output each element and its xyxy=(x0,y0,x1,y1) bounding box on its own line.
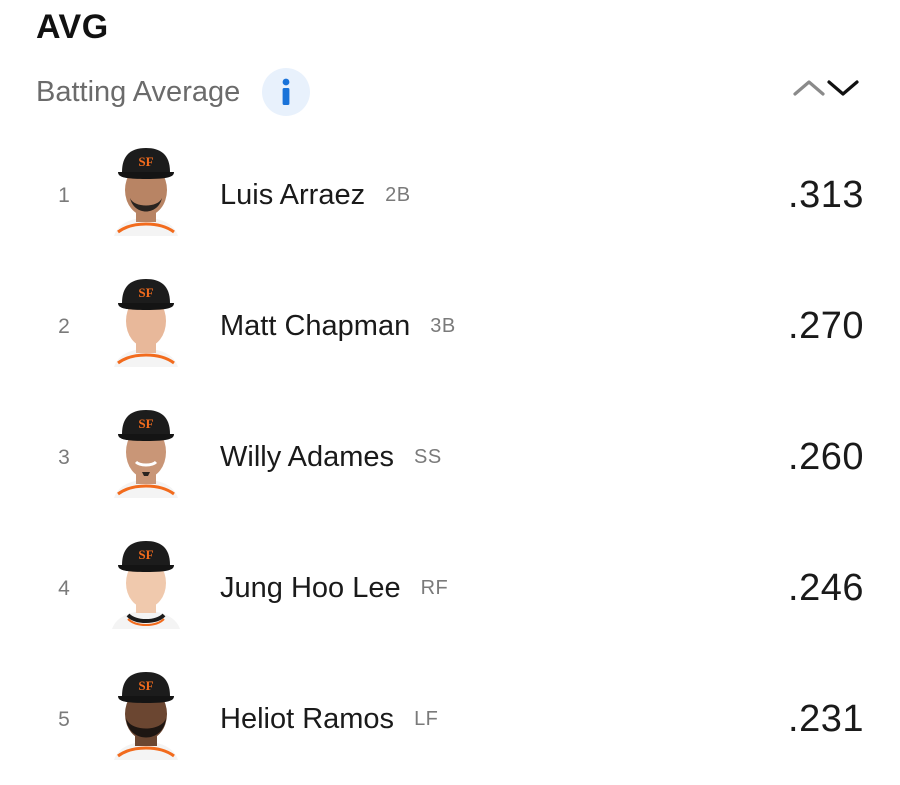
leaders-list: 1 SF Luis Arraez 2B .313 2 xyxy=(0,130,900,785)
player-info: Jung Hoo Lee RF xyxy=(220,523,448,654)
player-headshot[interactable]: SF xyxy=(108,406,184,498)
svg-text:SF: SF xyxy=(138,678,153,693)
player-position: 3B xyxy=(430,315,456,337)
player-position: LF xyxy=(414,708,439,730)
player-name[interactable]: Heliot Ramos xyxy=(220,703,395,735)
stat-value: .270 xyxy=(788,305,864,347)
player-info: Willy Adames SS xyxy=(220,392,442,523)
player-position: 2B xyxy=(385,184,411,206)
rank-number: 1 xyxy=(58,183,70,207)
player-name[interactable]: Willy Adames xyxy=(220,441,395,473)
player-info: Luis Arraez 2B xyxy=(220,130,411,261)
player-info: Matt Chapman 3B xyxy=(220,261,456,392)
player-headshot[interactable]: SF xyxy=(108,668,184,760)
leader-row[interactable]: 5 SF Heliot Ramos LF .231 xyxy=(0,654,900,785)
info-icon xyxy=(282,78,290,105)
player-name[interactable]: Luis Arraez xyxy=(220,179,366,211)
leader-row[interactable]: 1 SF Luis Arraez 2B .313 xyxy=(0,130,900,261)
stat-subtitle-row: Batting Average xyxy=(36,68,311,116)
stat-subtitle: Batting Average xyxy=(36,75,241,108)
player-headshot[interactable]: SF xyxy=(108,144,184,236)
player-position: SS xyxy=(414,446,442,468)
svg-text:SF: SF xyxy=(138,285,153,300)
player-position: RF xyxy=(420,577,449,599)
stat-value: .246 xyxy=(788,567,864,609)
rank-number: 3 xyxy=(58,445,70,469)
sort-toggle[interactable] xyxy=(792,72,868,108)
rank-number: 2 xyxy=(58,314,70,338)
chevron-up-icon[interactable] xyxy=(792,78,826,103)
player-headshot[interactable]: SF xyxy=(108,275,184,367)
svg-text:SF: SF xyxy=(138,547,153,562)
stat-title: AVG xyxy=(36,8,109,46)
leader-row[interactable]: 2 SF Matt Chapman 3B .270 xyxy=(0,261,900,392)
player-name[interactable]: Matt Chapman xyxy=(220,310,411,342)
rank-number: 5 xyxy=(58,707,70,731)
player-headshot[interactable]: SF xyxy=(108,537,184,629)
stat-value: .260 xyxy=(788,436,864,478)
chevron-down-icon[interactable] xyxy=(826,78,860,103)
info-button[interactable] xyxy=(262,68,311,116)
stat-value: .231 xyxy=(788,698,864,740)
leader-row[interactable]: 4 SF Jung Hoo Lee RF .246 xyxy=(0,523,900,654)
player-info: Heliot Ramos LF xyxy=(220,654,438,785)
rank-number: 4 xyxy=(58,576,70,600)
svg-text:SF: SF xyxy=(138,154,153,169)
leader-row[interactable]: 3 SF Willy Adames SS .260 xyxy=(0,392,900,523)
player-name[interactable]: Jung Hoo Lee xyxy=(220,572,401,604)
svg-text:SF: SF xyxy=(138,416,153,431)
stat-value: .313 xyxy=(788,174,864,216)
